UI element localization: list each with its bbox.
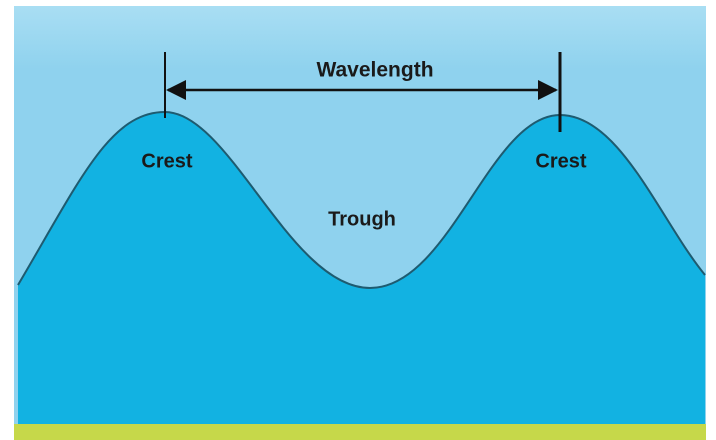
wave-diagram: Wavelength Crest Crest Trough bbox=[0, 0, 716, 440]
wavelength-label: Wavelength bbox=[316, 59, 433, 82]
page: Wavelength Crest Crest Trough (() => { c… bbox=[0, 0, 716, 440]
crest-label: Crest bbox=[535, 150, 586, 172]
crest-label: Crest bbox=[141, 150, 192, 172]
ground-strip bbox=[14, 424, 706, 440]
trough-label: Trough bbox=[328, 208, 396, 230]
